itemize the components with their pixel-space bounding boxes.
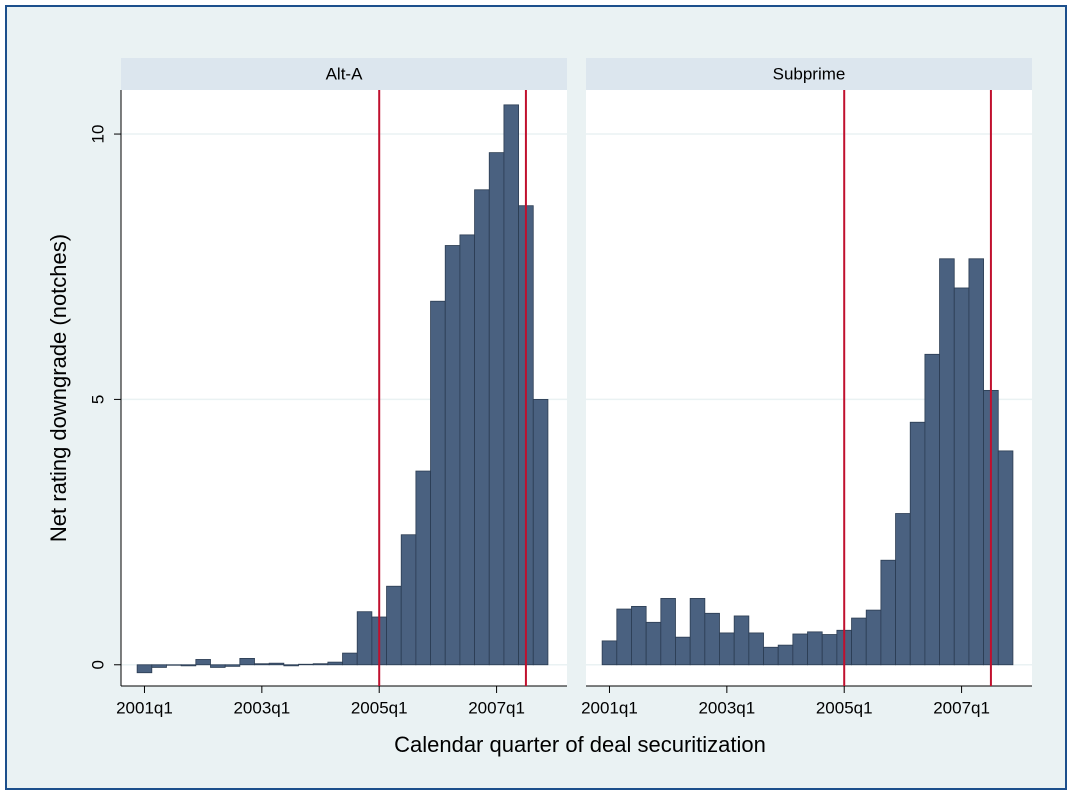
bar bbox=[180, 664, 197, 667]
panel-title: Subprime bbox=[773, 64, 846, 83]
x-tick-label: 2007q1 bbox=[933, 698, 990, 717]
bar bbox=[616, 608, 632, 666]
bar bbox=[660, 598, 676, 666]
bar bbox=[601, 640, 618, 666]
bar bbox=[997, 450, 1014, 666]
bar bbox=[675, 636, 691, 666]
bar bbox=[312, 663, 329, 666]
bar bbox=[474, 189, 490, 666]
bar bbox=[283, 664, 299, 667]
bar bbox=[151, 664, 167, 668]
y-tick-label: 0 bbox=[88, 660, 107, 669]
bar bbox=[342, 652, 358, 666]
bar bbox=[939, 258, 955, 666]
bar bbox=[865, 609, 882, 666]
bar bbox=[444, 245, 461, 666]
bar bbox=[748, 632, 764, 666]
x-axis-title: Calendar quarter of deal securitization bbox=[394, 732, 766, 757]
x-tick-label: 2003q1 bbox=[698, 698, 755, 717]
bar bbox=[851, 617, 867, 666]
bar bbox=[166, 664, 182, 666]
bar bbox=[821, 634, 838, 666]
x-tick-label: 2001q1 bbox=[581, 698, 638, 717]
y-tick-label: 10 bbox=[88, 125, 107, 144]
bar bbox=[459, 234, 475, 666]
bar bbox=[195, 659, 211, 666]
bar bbox=[430, 300, 446, 666]
bar bbox=[298, 663, 314, 666]
bar bbox=[224, 664, 241, 667]
bar bbox=[968, 258, 984, 666]
bar bbox=[689, 598, 706, 666]
bar bbox=[704, 612, 720, 666]
x-tick-label: 2005q1 bbox=[351, 698, 408, 717]
bar bbox=[356, 611, 373, 666]
bar bbox=[503, 104, 519, 666]
x-tick-label: 2003q1 bbox=[233, 698, 290, 717]
bar bbox=[386, 585, 402, 666]
bar bbox=[895, 513, 911, 666]
x-tick-label: 2001q1 bbox=[116, 698, 173, 717]
bar bbox=[763, 646, 779, 666]
bar bbox=[924, 353, 940, 666]
bar bbox=[254, 663, 270, 666]
bar bbox=[415, 470, 431, 666]
bar bbox=[645, 621, 662, 666]
panel-title: Alt-A bbox=[326, 64, 364, 83]
bar bbox=[733, 615, 750, 666]
bar bbox=[953, 287, 970, 666]
panel-strip bbox=[586, 58, 1032, 90]
bar bbox=[239, 658, 255, 666]
bar bbox=[136, 664, 153, 674]
bar bbox=[210, 664, 226, 668]
bar bbox=[807, 631, 823, 666]
bar bbox=[880, 559, 896, 666]
bar bbox=[327, 661, 343, 666]
bar bbox=[719, 632, 735, 666]
bar bbox=[777, 644, 794, 666]
x-tick-label: 2007q1 bbox=[468, 698, 525, 717]
bar bbox=[268, 662, 285, 666]
panel-strip bbox=[121, 58, 567, 90]
bar bbox=[792, 633, 808, 666]
y-axis-title: Net rating downgrade (notches) bbox=[46, 234, 71, 542]
bar bbox=[532, 399, 549, 666]
bar bbox=[400, 534, 417, 666]
bar bbox=[488, 152, 505, 666]
x-tick-label: 2005q1 bbox=[816, 698, 873, 717]
bar bbox=[909, 421, 926, 666]
y-tick-label: 5 bbox=[88, 395, 107, 404]
bar bbox=[631, 605, 647, 666]
